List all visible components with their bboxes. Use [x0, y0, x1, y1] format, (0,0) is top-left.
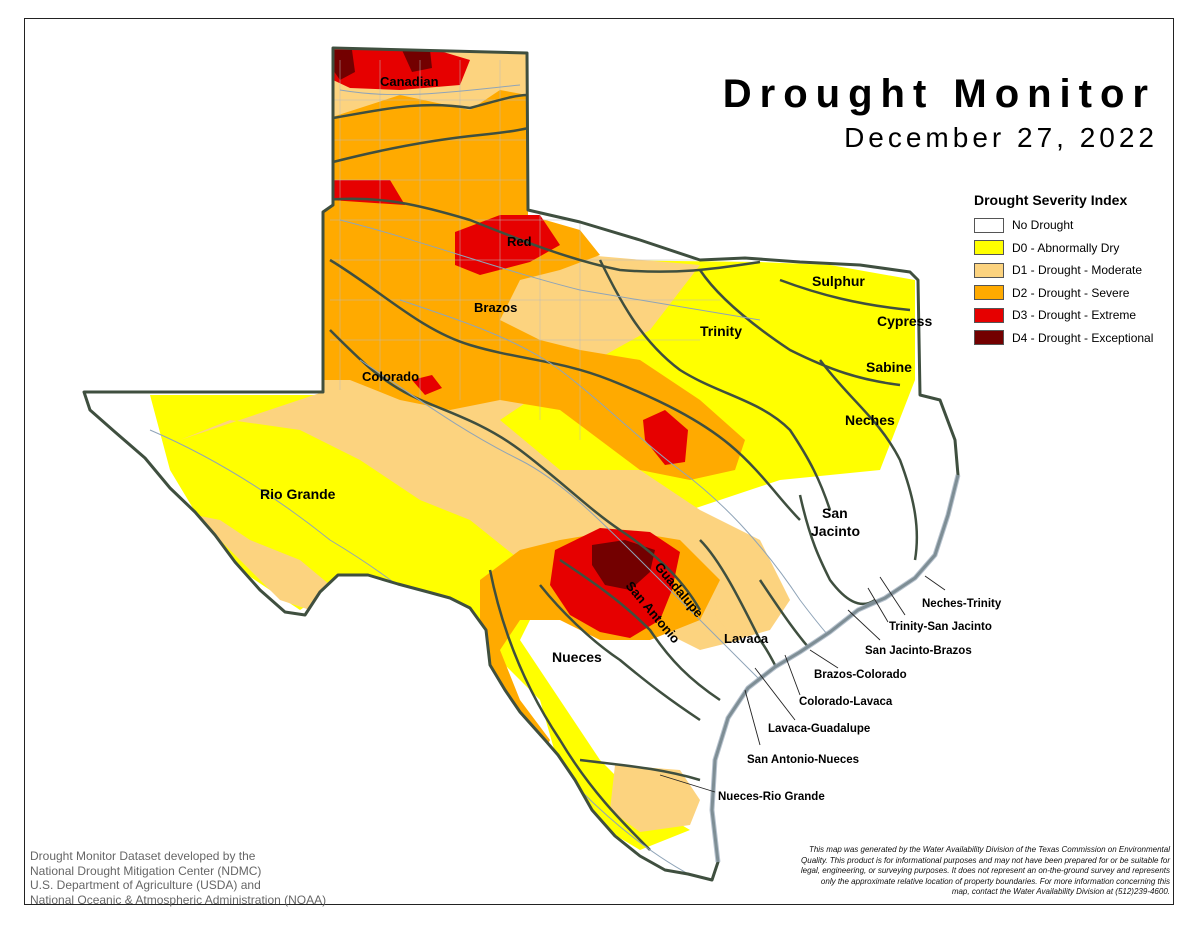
credit-line: National Drought Mitigation Center (NDMC…: [30, 863, 262, 878]
legend-title: Drought Severity Index: [974, 192, 1128, 208]
basin-boundaries: [322, 93, 919, 851]
basin-label-sabine: Sabine: [866, 359, 912, 375]
disclaimer-line: only the approximate relative location o…: [820, 876, 1170, 886]
credit-line: U.S. Department of Agriculture (USDA) an…: [30, 878, 261, 892]
basin-label-trinity: Trinity: [700, 323, 742, 339]
disclaimer-line: legal, engineering, or surveying purpose…: [800, 866, 1170, 875]
legend-swatch: [974, 262, 1004, 278]
basin-label-cypress: Cypress: [877, 313, 932, 329]
coastal-basin-labels: Neches-Trinity Trinity-San Jacinto San J…: [718, 598, 1002, 803]
legend-label: D4 - Drought - Exceptional: [1012, 330, 1154, 345]
basin-label-red: Red: [507, 234, 532, 249]
basin-label-canadian: Canadian: [380, 74, 439, 89]
legend-swatch: [974, 285, 1004, 301]
disclaimer: This map was generated by the Water Avai…: [716, 845, 1170, 898]
legend-item-d4: D4 - Drought - Exceptional: [974, 327, 1174, 350]
county-lines: [330, 60, 720, 440]
legend-swatch: [974, 240, 1004, 256]
legend-swatch: [974, 307, 1004, 323]
legend-item-d0: D0 - Abnormally Dry: [974, 237, 1174, 260]
map-title: Drought Monitor: [722, 72, 1156, 116]
legend-item-d2: D2 - Drought - Severe: [974, 282, 1174, 305]
basin-label-rio-grande: Rio Grande: [260, 486, 336, 502]
texas-outline: [82, 46, 960, 882]
legend-swatch: [974, 217, 1004, 233]
legend: Drought Severity Index No Drought D0 - A…: [974, 192, 1174, 349]
basin-label-colorado: Colorado: [362, 369, 419, 384]
legend-item-d3: D3 - Drought - Extreme: [974, 304, 1174, 327]
legend-swatch: [974, 330, 1004, 346]
coastal-label-brazos-colorado: Brazos-Colorado: [814, 669, 907, 681]
coastal-label-san-antonio-nueces: San Antonio-Nueces: [747, 754, 859, 766]
basin-label-sulphur: Sulphur: [812, 273, 865, 289]
coastal-label-colorado-lavaca: Colorado-Lavaca: [799, 696, 893, 708]
basin-label-lavaca: Lavaca: [724, 631, 769, 646]
disclaimer-line: This map was generated by the Water Avai…: [808, 845, 1170, 854]
legend-item-no-drought: No Drought: [974, 214, 1174, 237]
basin-label-san-jacinto-line1: San: [822, 505, 848, 521]
disclaimer-line: map, contact the Water Availability Divi…: [951, 887, 1170, 896]
basin-label-brazos: Brazos: [474, 300, 517, 315]
legend-item-d1: D1 - Drought - Moderate: [974, 259, 1174, 282]
coastal-label-neches-trinity: Neches-Trinity: [922, 598, 1002, 610]
coastal-label-lavaca-guadalupe: Lavaca-Guadalupe: [768, 723, 870, 735]
basin-label-neches: Neches: [845, 412, 895, 428]
gulf-coastline: [709, 474, 961, 863]
data-credits: Drought Monitor Dataset developed by the…: [30, 849, 326, 907]
credit-line: Drought Monitor Dataset developed by the: [30, 849, 256, 863]
coastal-label-san-jacinto-brazos: San Jacinto-Brazos: [865, 645, 972, 657]
legend-label: D2 - Drought - Severe: [1012, 285, 1130, 300]
disclaimer-line: Quality. This product is for information…: [801, 855, 1170, 865]
coastal-label-nueces-rio-grande: Nueces-Rio Grande: [718, 791, 825, 803]
legend-label: D0 - Abnormally Dry: [1012, 240, 1120, 255]
coastal-label-trinity-san-jacinto: Trinity-San Jacinto: [889, 621, 992, 633]
basin-label-nueces: Nueces: [552, 649, 602, 665]
map-date: December 27, 2022: [844, 122, 1158, 153]
basin-label-san-jacinto-line2: Jacinto: [811, 523, 860, 539]
legend-label: D3 - Drought - Extreme: [1012, 308, 1137, 323]
coastal-leader-lines: [659, 575, 946, 793]
legend-label: No Drought: [1012, 218, 1074, 233]
credit-line: National Oceanic & Atmospheric Administr…: [30, 892, 327, 907]
legend-label: D1 - Drought - Moderate: [1012, 263, 1143, 278]
